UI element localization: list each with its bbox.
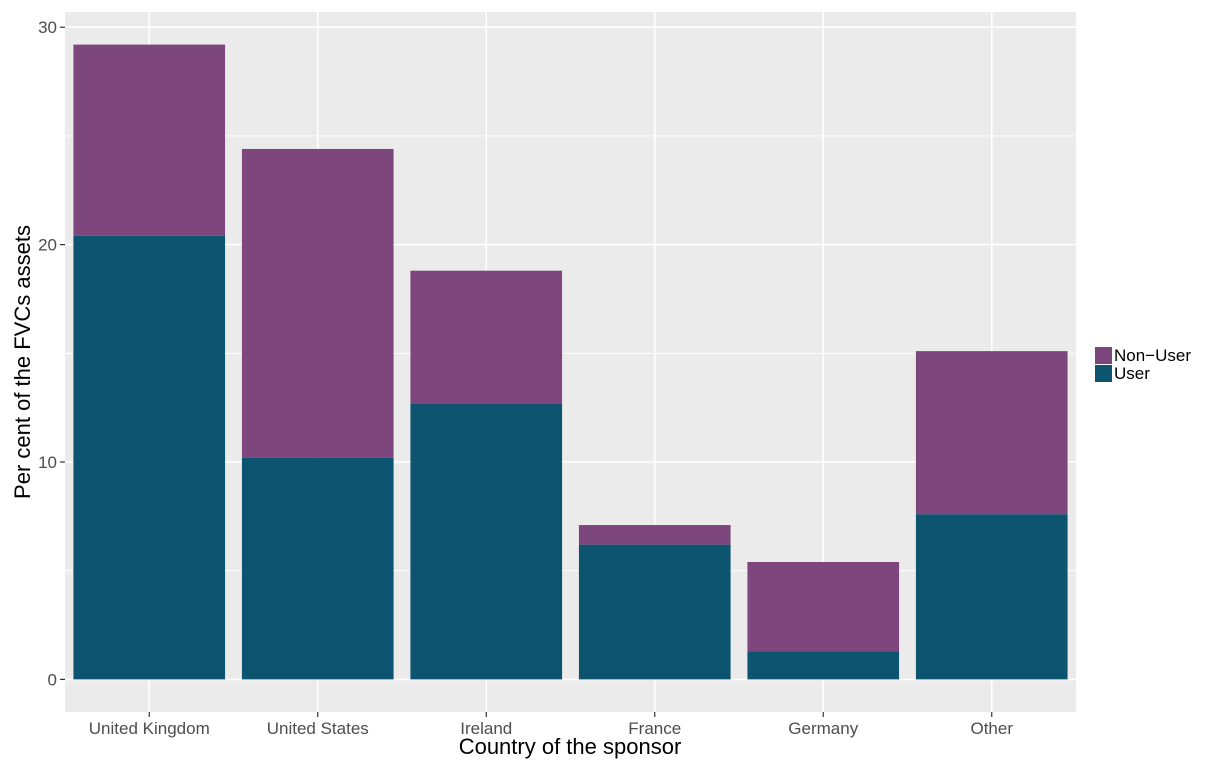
bar-user [73,235,226,680]
bar-non-user [241,148,394,458]
bar-non-user [73,44,226,236]
x-axis-ticks: United Kingdom United States Ireland France… [89,712,1013,738]
bar-user [747,651,900,680]
bar-user [915,514,1068,680]
x-tick-label: Other [970,719,1013,738]
legend-label-non-user: Non−User [1114,346,1191,365]
bar-non-user [410,270,563,404]
x-tick-label: United Kingdom [89,719,210,738]
bar-non-user [578,525,731,545]
legend-label-user: User [1114,364,1150,383]
y-tick-label: 0 [48,670,57,689]
y-tick-label: 30 [38,18,57,37]
plot-panel [65,12,1076,712]
bars [73,44,1068,680]
bar-non-user [915,351,1068,515]
legend-swatch-user [1095,365,1112,382]
x-tick-label: Germany [788,719,858,738]
y-tick-label: 20 [38,236,57,255]
bar-user [410,403,563,680]
y-axis-ticks: 0 10 20 30 [38,18,65,689]
x-tick-label: Ireland [460,719,512,738]
x-tick-label: France [628,719,681,738]
y-axis-title: Per cent of the FVCs assets [10,225,35,499]
bar-user [241,457,394,680]
bar-non-user [747,562,900,652]
x-tick-label: United States [267,719,369,738]
y-tick-label: 10 [38,453,57,472]
legend-swatch-non-user [1095,347,1112,364]
bar-user [578,544,731,680]
x-axis-title: Country of the sponsor [459,734,682,759]
